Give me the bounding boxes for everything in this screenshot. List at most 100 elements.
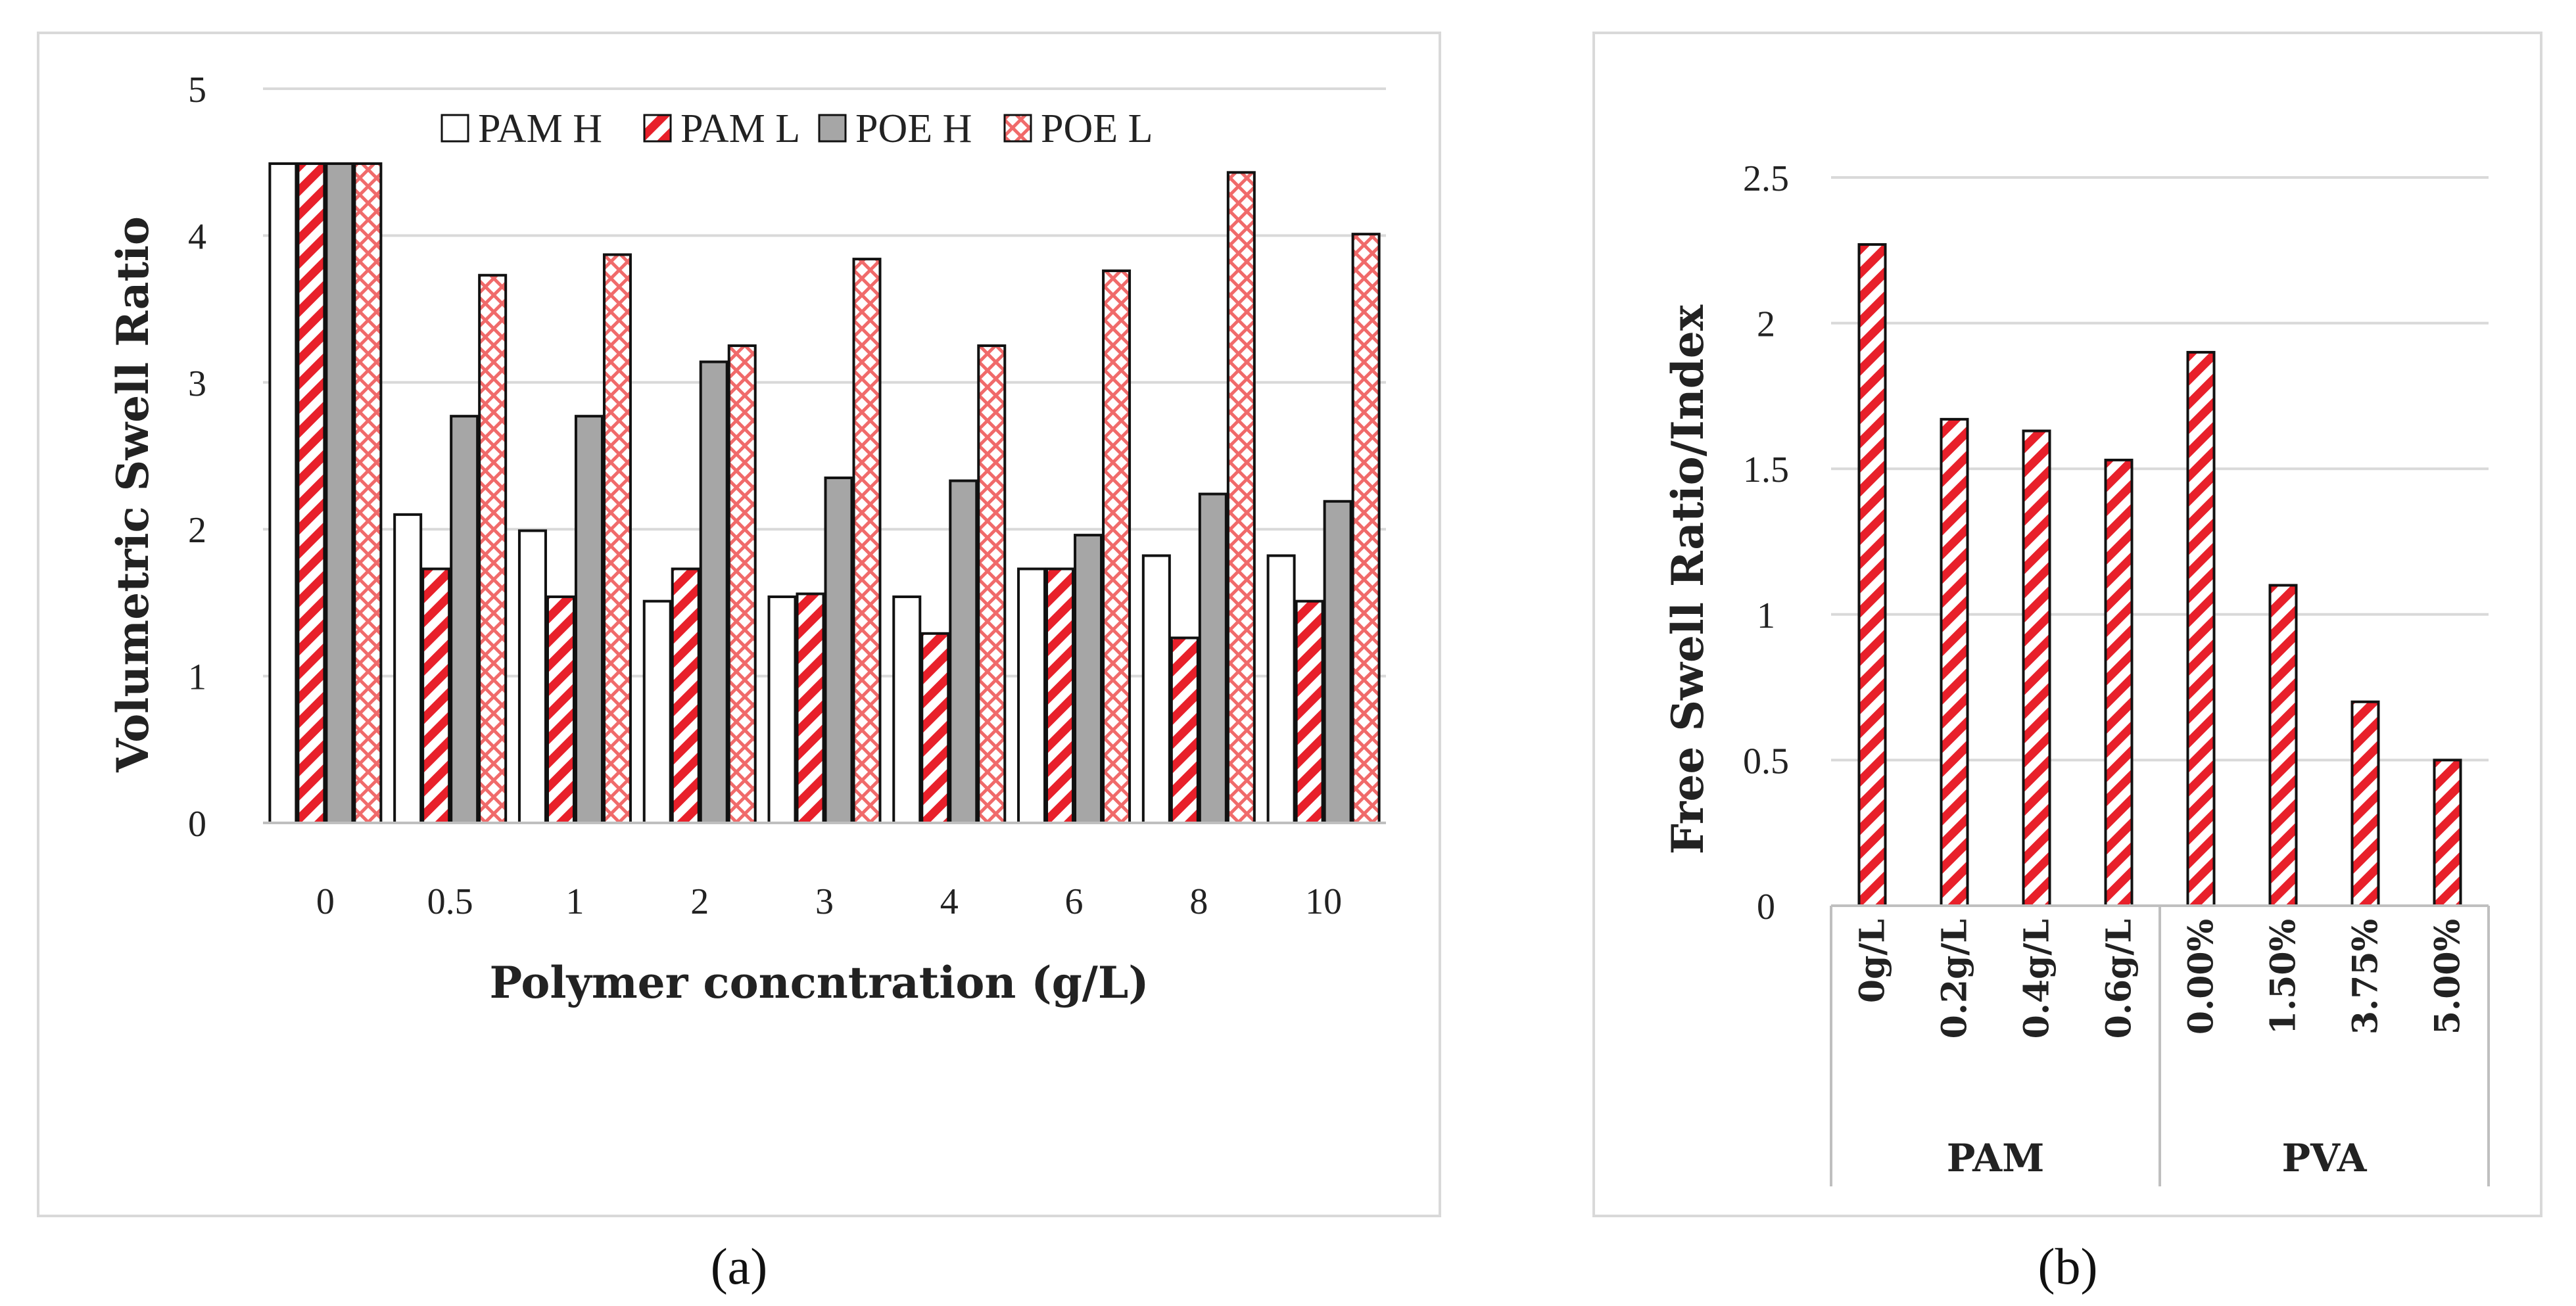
chart-b-category-label: 3.75%	[2346, 919, 2386, 1035]
chart-a-x-ticks: 0 0.5 1 2 3 4 6 8 10	[316, 881, 1342, 922]
bar-a-poe-l-6	[1102, 269, 1132, 824]
bar-a-pam-h-6	[1017, 567, 1047, 824]
chart-b-bars	[1857, 243, 2462, 908]
chart-b-category-label: 5.00%	[2428, 919, 2468, 1035]
chart-b-y-tick-label: 0.5	[1743, 741, 1789, 781]
chart-panel-a: 0 1 2 3 4 5 0 0.5 1 2 3 4 6 8 10 PAM H PAM L POE H POE L…	[37, 32, 1441, 1217]
bar-b-0g-l	[1857, 243, 1887, 908]
chart-a-y-tick-label: 0	[188, 804, 206, 845]
chart-a-x-tick-label: 6	[1065, 881, 1084, 922]
chart-a-y-tick-label: 3	[188, 363, 206, 404]
chart-panel-b: 0 0.5 1 1.5 2 2.5 0g/L 0.2g/L 0.4g/L 0.6g/L 0.00%…	[1592, 32, 2542, 1217]
bar-a-poe-h-10	[1323, 500, 1352, 825]
chart-a-y-axis-title: Volumetric Swell Ratio	[107, 216, 158, 773]
chart-a-frame	[37, 32, 1441, 1217]
bar-a-poe-l-0-5	[478, 273, 508, 824]
chart-b-category-axis: 0g/L 0.2g/L 0.4g/L 0.6g/L 0.00% 1.50% 3.75% 5.0…	[1830, 904, 2490, 1186]
bar-b-5-00	[2433, 758, 2462, 908]
bar-a-poe-h-6	[1074, 534, 1103, 824]
bar-a-poe-l-2	[727, 344, 757, 824]
legend-label-pam-l: PAM L	[680, 106, 800, 151]
chart-a-bars	[268, 162, 1381, 825]
chart-b-category-label: 0.00%	[2182, 919, 2222, 1035]
legend-swatch-pam-l	[643, 114, 672, 143]
bar-a-poe-h-1	[574, 415, 604, 824]
chart-b-y-tick-label: 2	[1757, 304, 1775, 345]
chart-a-legend: PAM H PAM L POE H POE L	[441, 106, 1153, 151]
chart-a-y-tick-label: 5	[188, 70, 206, 110]
chart-a-x-tick-label: 8	[1189, 881, 1208, 922]
chart-b-group-label-pva: PVA	[2281, 1136, 2367, 1180]
bar-a-poe-l-1	[602, 253, 632, 824]
bar-a-pam-h-4	[892, 595, 922, 824]
bar-b-1-50	[2268, 584, 2298, 907]
bar-a-pam-l-8	[1170, 636, 1199, 824]
chart-b-category-label: 0g/L	[1853, 919, 1893, 1003]
bar-a-poe-h-0-5	[450, 415, 479, 824]
bar-a-pam-l-6	[1045, 567, 1075, 824]
caption-a: (a)	[711, 1238, 768, 1295]
chart-a-y-tick-label: 1	[188, 657, 206, 698]
chart-a-x-tick-label: 1	[565, 881, 584, 922]
chart-a-x-tick-label: 10	[1305, 881, 1342, 922]
bar-a-poe-l-8	[1226, 171, 1256, 824]
chart-b-y-tick-label: 1	[1757, 595, 1775, 636]
bar-b-3-75	[2350, 700, 2380, 907]
bar-a-pam-l-0-5	[421, 567, 451, 824]
legend-label-pam-h: PAM H	[478, 106, 602, 151]
bar-b-0-4g-l	[2022, 429, 2051, 907]
chart-b-group-label-pam: PAM	[1947, 1136, 2045, 1180]
chart-a-x-tick-label: 3	[815, 881, 834, 922]
chart-b-y-tick-label: 2.5	[1743, 158, 1789, 199]
chart-a-x-tick-label: 4	[940, 881, 959, 922]
bar-a-pam-h-3	[767, 595, 797, 824]
bar-a-poe-h-0	[325, 162, 354, 824]
bar-a-poe-h-2	[699, 360, 728, 824]
bar-a-poe-l-10	[1351, 233, 1381, 824]
chart-b-gridlines	[1831, 176, 2489, 762]
bar-a-pam-l-4	[920, 632, 950, 825]
bar-a-pam-h-1	[517, 529, 547, 825]
chart-b-category-label: 0.6g/L	[2099, 919, 2139, 1038]
bar-a-poe-h-4	[949, 479, 978, 824]
bar-b-0-00	[2186, 350, 2216, 907]
bar-a-poe-h-3	[824, 477, 853, 824]
chart-a-y-ticks: 0 1 2 3 4 5	[188, 70, 206, 845]
bar-a-pam-h-0	[268, 162, 298, 824]
bar-a-pam-h-0-5	[393, 513, 423, 824]
caption-b: (b)	[2038, 1238, 2098, 1295]
bar-a-poe-h-8	[1198, 492, 1228, 824]
bar-a-poe-l-4	[977, 344, 1007, 824]
bar-b-0-6g-l	[2104, 458, 2134, 907]
bar-a-pam-l-1	[546, 595, 575, 824]
bar-a-pam-h-8	[1141, 554, 1171, 824]
chart-b-category-label: 1.50%	[2264, 919, 2304, 1035]
legend-swatch-pam-h	[441, 114, 469, 143]
bar-a-pam-l-10	[1295, 599, 1324, 825]
chart-b-y-tick-label: 0	[1757, 887, 1775, 927]
legend-label-poe-l: POE L	[1041, 106, 1153, 151]
bar-a-pam-h-10	[1266, 554, 1296, 824]
bar-a-pam-l-3	[796, 592, 825, 824]
bar-a-pam-h-2	[642, 599, 672, 825]
chart-b-category-label: 0.2g/L	[1935, 919, 1975, 1038]
chart-a-y-tick-label: 2	[188, 510, 206, 551]
chart-a-x-tick-label: 0.5	[427, 881, 473, 922]
chart-b-y-axis-title: Free Swell Ratio/Index	[1662, 304, 1713, 854]
chart-b-category-label: 0.4g/L	[2017, 919, 2057, 1038]
chart-a-x-tick-label: 2	[690, 881, 709, 922]
chart-a-x-tick-label: 0	[316, 881, 335, 922]
bar-a-pam-l-0	[297, 162, 326, 824]
chart-a-y-tick-label: 4	[188, 216, 206, 257]
chart-b-y-tick-label: 1.5	[1743, 450, 1789, 490]
bar-a-poe-l-0	[353, 162, 383, 824]
bar-b-0-2g-l	[1940, 417, 1969, 907]
legend-label-poe-h: POE H	[855, 106, 972, 151]
chart-a-x-axis-title: Polymer concntration (g/L)	[490, 957, 1149, 1008]
bar-a-poe-l-3	[852, 258, 882, 825]
legend-swatch-poe-h	[818, 114, 847, 143]
bar-a-pam-l-2	[671, 567, 700, 824]
legend-swatch-poe-l	[1003, 114, 1032, 143]
chart-b-y-ticks: 0 0.5 1 1.5 2 2.5	[1743, 158, 1789, 927]
